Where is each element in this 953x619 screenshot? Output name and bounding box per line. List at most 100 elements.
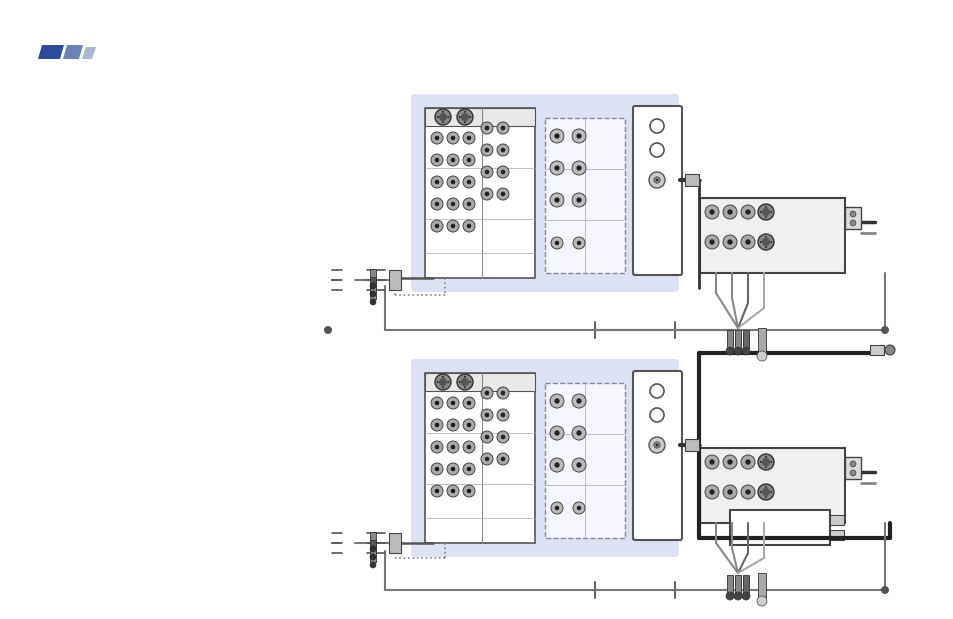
Circle shape	[576, 430, 581, 436]
Bar	[726, 330, 732, 348]
Circle shape	[463, 386, 465, 388]
Circle shape	[500, 457, 505, 461]
Bar	[684, 174, 699, 186]
Circle shape	[497, 144, 509, 156]
Circle shape	[431, 463, 442, 475]
Circle shape	[450, 223, 455, 228]
Circle shape	[435, 423, 438, 427]
Circle shape	[435, 202, 438, 206]
Circle shape	[880, 326, 888, 334]
Circle shape	[744, 459, 750, 465]
Circle shape	[759, 461, 760, 463]
Circle shape	[740, 235, 754, 249]
Circle shape	[500, 126, 505, 130]
Circle shape	[450, 489, 455, 493]
Circle shape	[880, 586, 888, 594]
Circle shape	[769, 211, 771, 213]
Circle shape	[447, 116, 449, 118]
Circle shape	[480, 387, 493, 399]
Circle shape	[447, 463, 458, 475]
Circle shape	[572, 394, 585, 408]
Circle shape	[740, 485, 754, 499]
Circle shape	[726, 490, 732, 495]
Circle shape	[497, 122, 509, 134]
Circle shape	[704, 205, 719, 219]
Circle shape	[480, 409, 493, 421]
Circle shape	[764, 236, 766, 238]
Circle shape	[497, 431, 509, 443]
Circle shape	[435, 400, 438, 405]
Circle shape	[709, 490, 714, 495]
Circle shape	[462, 132, 475, 144]
Circle shape	[653, 442, 659, 448]
Circle shape	[704, 455, 719, 469]
Circle shape	[460, 113, 469, 121]
Circle shape	[733, 592, 741, 600]
Circle shape	[497, 188, 509, 200]
Circle shape	[484, 126, 489, 130]
Circle shape	[649, 408, 663, 422]
Circle shape	[480, 431, 493, 443]
Circle shape	[450, 400, 455, 405]
Circle shape	[764, 456, 766, 458]
Circle shape	[466, 423, 471, 427]
Circle shape	[550, 129, 563, 143]
Bar	[370, 532, 375, 546]
Circle shape	[441, 111, 443, 113]
Circle shape	[447, 154, 458, 166]
Circle shape	[500, 435, 505, 439]
Circle shape	[704, 485, 719, 499]
Circle shape	[726, 459, 732, 465]
Circle shape	[849, 220, 855, 226]
Circle shape	[458, 116, 460, 118]
Bar	[544, 118, 624, 273]
Circle shape	[462, 220, 475, 232]
Circle shape	[655, 179, 658, 181]
Bar	[734, 330, 740, 348]
Circle shape	[550, 193, 563, 207]
Bar	[844, 207, 861, 229]
Circle shape	[764, 206, 766, 208]
Circle shape	[761, 238, 769, 246]
Circle shape	[431, 198, 442, 210]
Circle shape	[576, 165, 581, 171]
Circle shape	[572, 458, 585, 472]
Circle shape	[769, 491, 771, 493]
Circle shape	[500, 170, 505, 175]
Circle shape	[554, 506, 558, 510]
Circle shape	[740, 455, 754, 469]
Bar	[742, 330, 748, 348]
Circle shape	[370, 283, 375, 289]
Circle shape	[550, 458, 563, 472]
Circle shape	[450, 180, 455, 184]
Circle shape	[484, 391, 489, 396]
Circle shape	[438, 113, 447, 121]
Circle shape	[764, 496, 766, 498]
Circle shape	[480, 122, 493, 134]
Circle shape	[460, 378, 469, 386]
Circle shape	[435, 136, 438, 141]
Circle shape	[447, 220, 458, 232]
Bar	[734, 575, 740, 593]
Circle shape	[550, 426, 563, 440]
Bar	[729, 510, 829, 545]
Circle shape	[649, 119, 663, 133]
Circle shape	[450, 467, 455, 471]
Circle shape	[441, 386, 443, 388]
Circle shape	[758, 234, 773, 250]
Circle shape	[484, 170, 489, 175]
Circle shape	[469, 116, 471, 118]
Circle shape	[849, 470, 855, 476]
Circle shape	[709, 209, 714, 215]
Bar	[370, 548, 375, 562]
Circle shape	[759, 211, 760, 213]
Circle shape	[722, 455, 737, 469]
Circle shape	[722, 205, 737, 219]
Circle shape	[576, 133, 581, 139]
FancyBboxPatch shape	[633, 371, 681, 540]
Circle shape	[435, 223, 438, 228]
Circle shape	[577, 506, 580, 510]
Circle shape	[436, 381, 438, 383]
Circle shape	[744, 490, 750, 495]
Circle shape	[447, 132, 458, 144]
